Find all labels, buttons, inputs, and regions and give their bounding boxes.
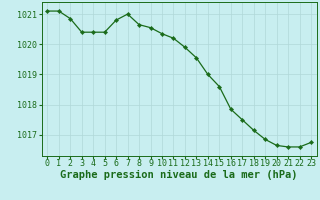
X-axis label: Graphe pression niveau de la mer (hPa): Graphe pression niveau de la mer (hPa) bbox=[60, 170, 298, 180]
